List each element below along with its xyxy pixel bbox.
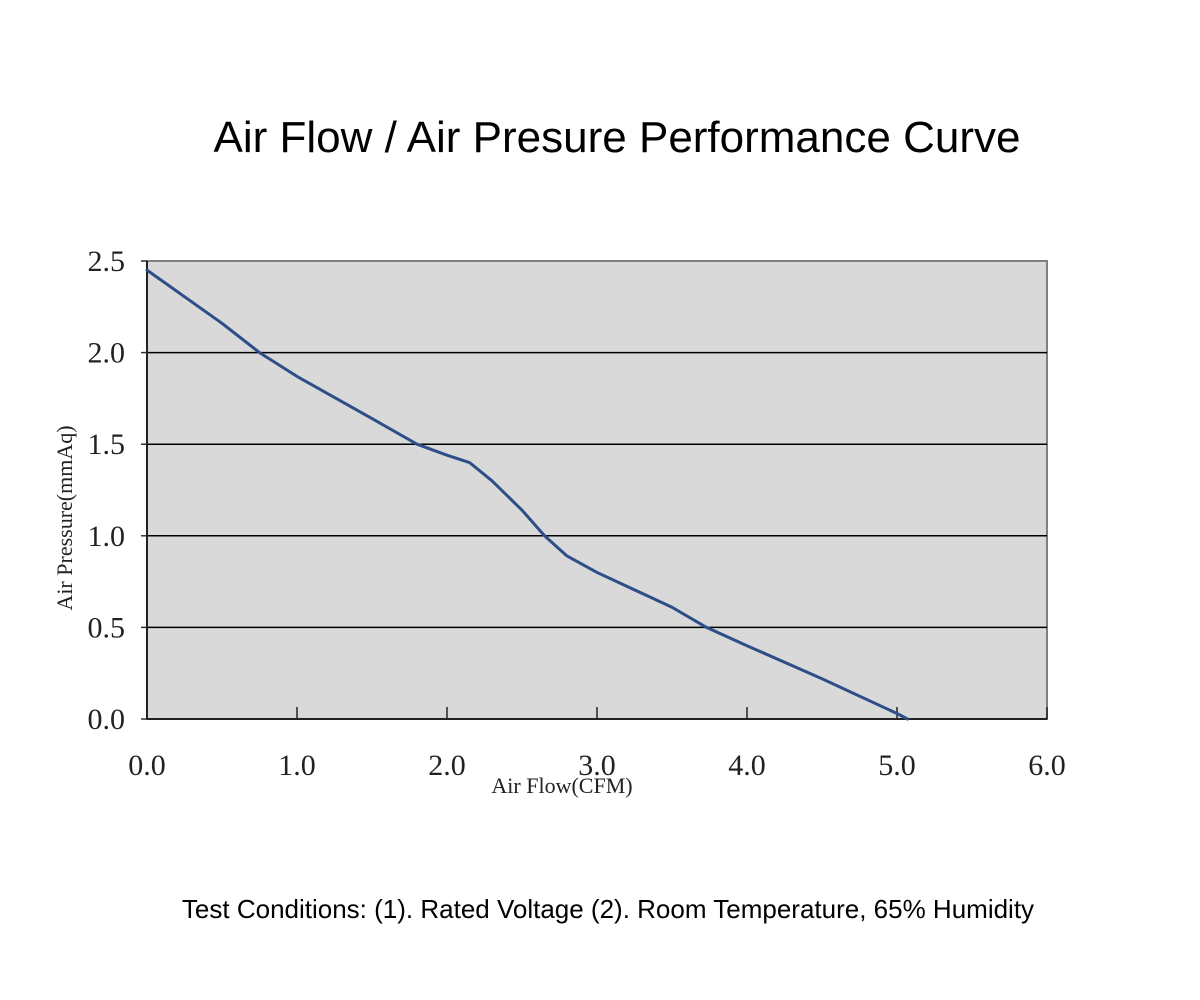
y-tick-label: 1.5: [88, 428, 126, 461]
footnote: Test Conditions: (1). Rated Voltage (2).…: [182, 894, 1034, 924]
data-line: [145, 268, 909, 721]
x-tick-label: 0.0: [128, 749, 166, 782]
x-tick-label: 1.0: [278, 749, 316, 782]
x-tick-label: 6.0: [1028, 749, 1066, 782]
y-tick-label: 1.0: [88, 520, 126, 553]
y-tick-label: 0.5: [88, 611, 126, 644]
y-axis-label: Air Pressure(mmAq): [52, 425, 77, 610]
chart-title: Air Flow / Air Presure Performance Curve: [214, 113, 1021, 162]
y-tick-label: 2.5: [88, 245, 126, 278]
y-tick-label: 2.0: [88, 337, 126, 370]
x-tick-label: 5.0: [878, 749, 916, 782]
x-tick-label: 2.0: [428, 749, 466, 782]
x-tick-label: 3.0: [578, 749, 616, 782]
plot-area: [146, 260, 1048, 720]
x-axis-label: Air Flow(CFM): [491, 773, 632, 798]
x-tick-label: 4.0: [728, 749, 766, 782]
y-tick-label: 0.0: [88, 703, 126, 736]
